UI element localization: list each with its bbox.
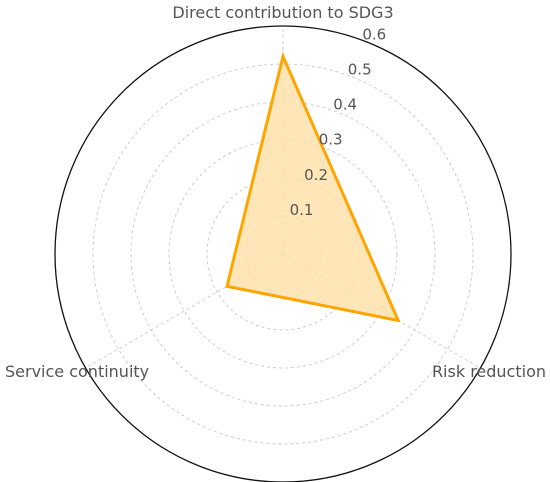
series-line: [225, 51, 401, 323]
tick-label-6: 0.6: [362, 25, 386, 43]
tick-label-2: 0.2: [304, 166, 328, 184]
tick-label-4: 0.4: [333, 96, 357, 114]
series-layer: [225, 51, 401, 323]
tick-label-3: 0.3: [319, 131, 343, 149]
radial-tick-labels: 0.1 0.2 0.3 0.4 0.5 0.6: [290, 25, 387, 219]
tick-label-5: 0.5: [348, 60, 372, 78]
axis-label-3: Service continuity: [5, 362, 149, 381]
axis-label-2: Risk reduction: [432, 362, 546, 381]
tick-label-1: 0.1: [290, 201, 314, 219]
outer-frame: [54, 25, 512, 482]
series-area: [227, 56, 399, 321]
axis-labels: Direct contribution to SDG3 Risk reductio…: [5, 3, 546, 381]
axis-label-1: Direct contribution to SDG3: [172, 3, 393, 22]
